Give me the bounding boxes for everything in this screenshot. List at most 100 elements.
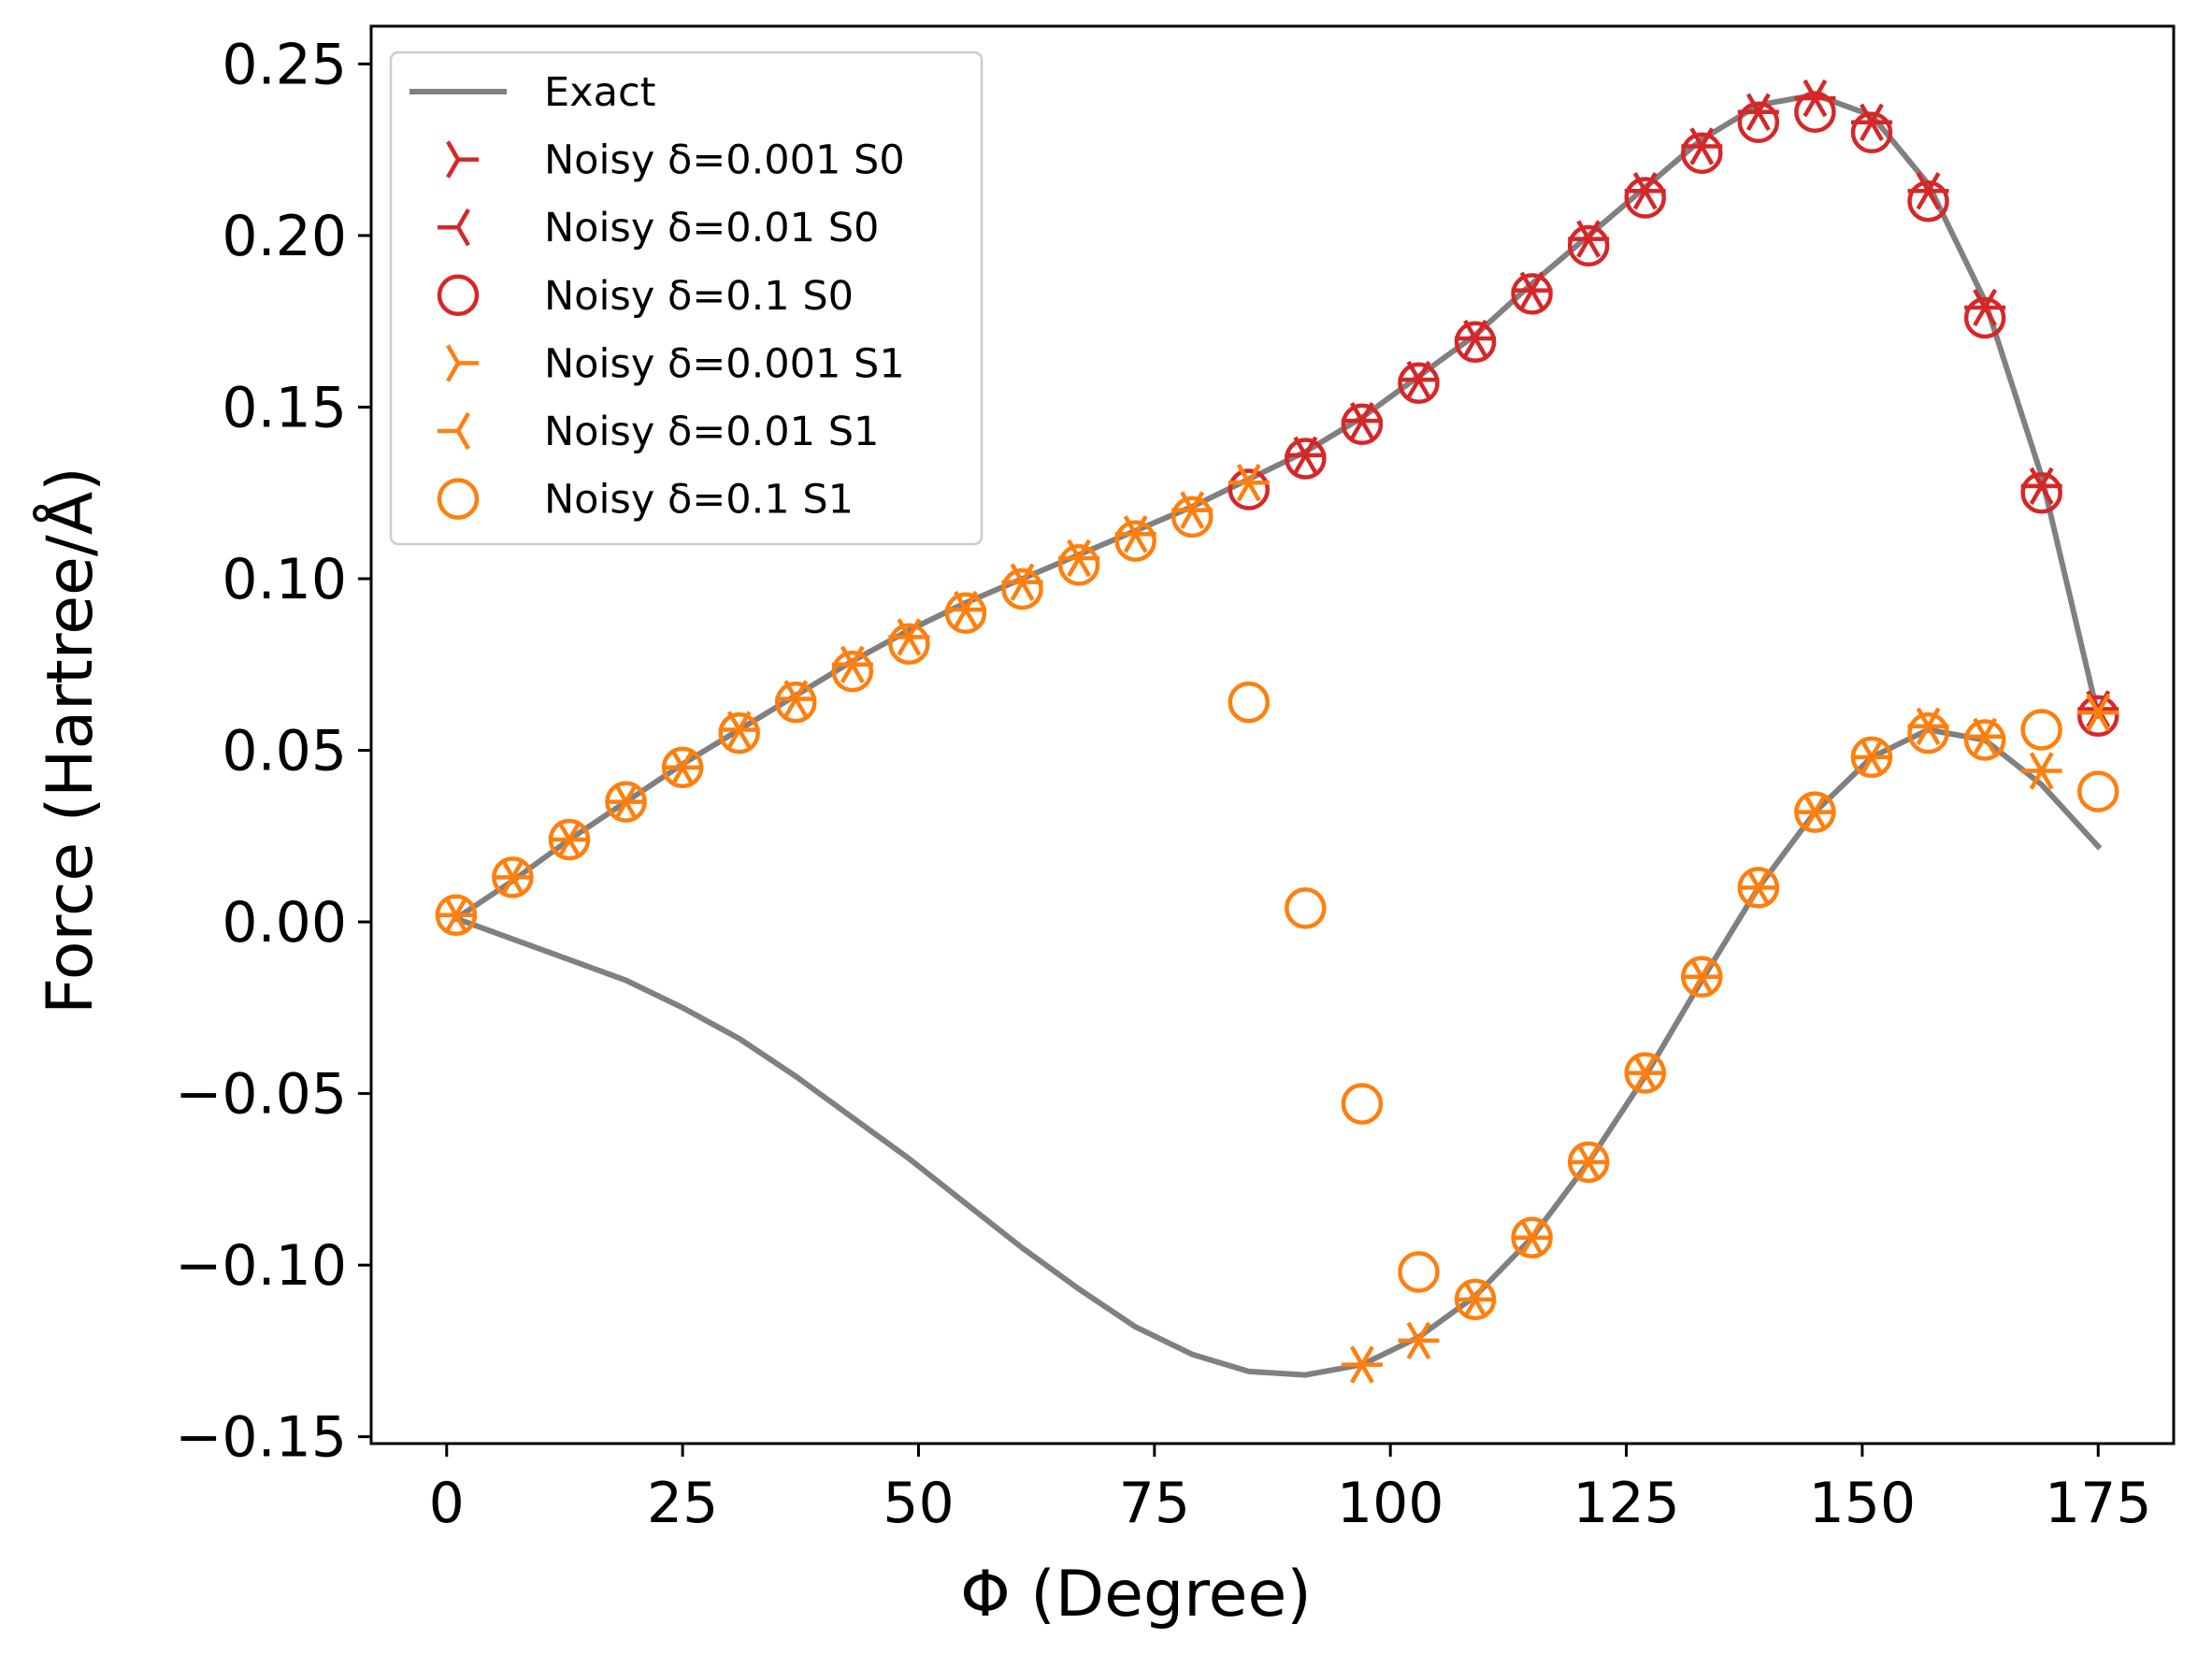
x-tick-label: 175 xyxy=(2045,1471,2152,1536)
data-point xyxy=(1850,736,1893,779)
legend-entry: Noisy δ=0.01 S0 xyxy=(438,205,879,252)
data-point xyxy=(888,623,930,665)
data-point xyxy=(1341,1083,1384,1125)
data-point xyxy=(2020,752,2054,790)
x-tick-label: 125 xyxy=(1573,1471,1680,1536)
data-point xyxy=(548,818,591,861)
data-point xyxy=(1511,1216,1553,1259)
data-point xyxy=(2020,471,2062,514)
data-point xyxy=(1228,464,1261,502)
data-point xyxy=(1567,224,1610,267)
legend-entry: Noisy δ=0.001 S0 xyxy=(446,137,905,184)
data-point xyxy=(492,856,534,898)
y-tick-label: 0.00 xyxy=(222,890,347,956)
data-point xyxy=(2076,770,2119,812)
data-point xyxy=(1963,296,2006,339)
data-point xyxy=(1406,1321,1440,1360)
legend-entry: Noisy δ=0.1 S0 xyxy=(437,273,854,320)
data-point xyxy=(1228,681,1271,724)
data-point xyxy=(1398,362,1440,405)
data-point xyxy=(1349,1345,1383,1384)
data-point xyxy=(774,681,817,724)
x-tick-label: 100 xyxy=(1337,1471,1444,1536)
data-point xyxy=(1398,1321,1431,1360)
legend-label: Noisy δ=0.001 S0 xyxy=(544,137,905,184)
data-point xyxy=(1794,791,1836,833)
data-point xyxy=(1114,520,1156,562)
legend-frame xyxy=(389,50,984,546)
legend-entry: Exact xyxy=(409,69,655,116)
x-tick-label: 0 xyxy=(429,1471,465,1536)
data-point xyxy=(2077,693,2111,732)
data-point xyxy=(605,781,647,823)
data-point xyxy=(1681,132,1723,175)
legend-marker-swatch xyxy=(446,344,479,382)
exact-line-2 xyxy=(452,726,2103,1378)
data-point xyxy=(1907,712,1949,755)
data-point xyxy=(1624,1052,1666,1094)
data-point xyxy=(1737,101,1780,144)
y-axis-label: Force (Hartree/Å) xyxy=(32,467,108,1014)
legend-entry: Noisy δ=0.01 S1 xyxy=(438,409,879,455)
legend: Exact Noisy δ=0.001 S0 Noisy δ=0.01 S0 Nois… xyxy=(389,50,984,546)
data-point xyxy=(2029,752,2062,790)
data-point xyxy=(1057,544,1100,586)
legend-label: Noisy δ=0.1 S1 xyxy=(544,477,854,524)
y-tick-label: 0.10 xyxy=(222,547,347,612)
y-tick-label: 0.25 xyxy=(222,32,347,97)
data-point xyxy=(1737,867,1780,909)
axes: 0 25 50 75 100 125 150 175 −0.15 −0.10 −0.05 0.00 0.… xyxy=(175,24,2176,1536)
data-point xyxy=(1454,1278,1497,1321)
data-point xyxy=(718,712,760,755)
data-point xyxy=(1850,111,1893,154)
y-tick-label: 0.15 xyxy=(222,375,347,440)
data-point xyxy=(1285,887,1327,929)
series-6 xyxy=(435,496,2119,1321)
data-point xyxy=(1567,1141,1610,1184)
data-point xyxy=(1963,719,2006,761)
data-point xyxy=(1285,438,1327,480)
legend-entry: Noisy δ=0.001 S1 xyxy=(446,340,905,387)
legend-marker-swatch xyxy=(438,411,470,451)
data-point xyxy=(1907,180,1949,223)
data-point xyxy=(944,592,987,634)
data-point xyxy=(1454,321,1497,363)
legend-marker-swatch xyxy=(446,140,479,179)
data-point xyxy=(1511,273,1553,315)
series-3 xyxy=(1228,91,2119,738)
legend-marker-swatch xyxy=(437,274,480,317)
data-point xyxy=(2076,695,2119,738)
legend-entry: Noisy δ=0.1 S1 xyxy=(437,477,854,524)
legend-label: Noisy δ=0.01 S0 xyxy=(544,205,879,252)
data-point xyxy=(1171,496,1214,539)
y-tick-label: −0.05 xyxy=(175,1062,347,1128)
x-tick-label: 50 xyxy=(883,1471,954,1536)
legend-marker-swatch xyxy=(437,478,480,520)
x-axis-label: Φ (Degree) xyxy=(960,1558,1312,1631)
data-point xyxy=(1681,956,1723,999)
y-tick-label: −0.10 xyxy=(175,1233,347,1299)
data-point xyxy=(1624,177,1666,219)
x-tick-label: 25 xyxy=(647,1471,718,1536)
x-tick-label: 75 xyxy=(1119,1471,1190,1536)
data-point xyxy=(1236,464,1270,502)
data-point xyxy=(1341,1345,1374,1384)
data-point xyxy=(1398,1251,1440,1293)
data-point xyxy=(1228,468,1271,510)
data-point xyxy=(1794,91,1836,134)
data-point xyxy=(2086,693,2119,732)
legend-label: Noisy δ=0.1 S0 xyxy=(544,273,854,320)
data-point xyxy=(1001,568,1043,611)
series-4 xyxy=(443,464,2119,1384)
data-point xyxy=(2020,709,2062,751)
y-tick-label: 0.20 xyxy=(222,204,347,269)
axes-frame xyxy=(369,24,2176,1445)
data-point xyxy=(661,746,704,789)
plot-area xyxy=(435,79,2119,1384)
data-point xyxy=(435,894,478,936)
data-point xyxy=(1341,403,1384,446)
y-tick-label: 0.05 xyxy=(222,719,347,784)
legend-marker-swatch xyxy=(438,208,470,247)
series-2 xyxy=(1285,79,2111,728)
